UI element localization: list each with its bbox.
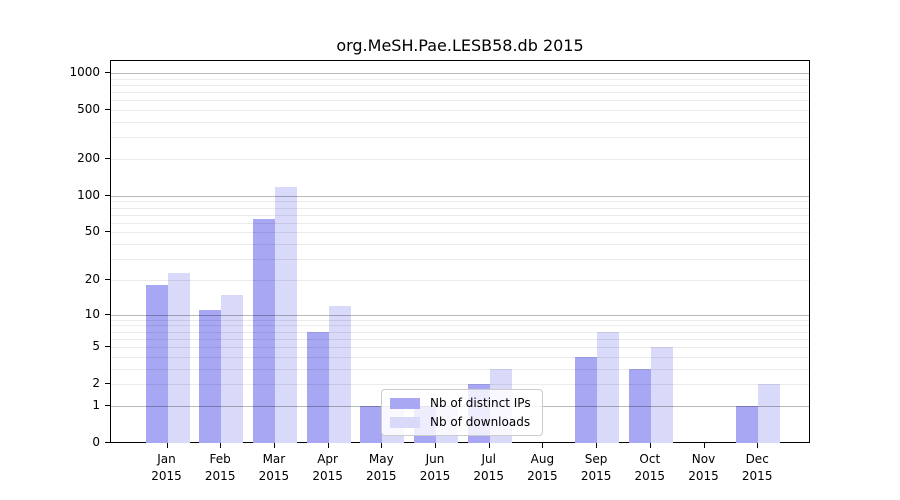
y-tick-label: 20 (84, 271, 100, 286)
bar-downloads (221, 294, 244, 443)
y-tick-mark (105, 383, 110, 385)
legend-swatch-downloads (390, 416, 420, 428)
y-tick-label: 100 (77, 187, 100, 202)
legend: Nb of distinct IPs Nb of downloads (381, 389, 543, 436)
bar-downloads (167, 272, 190, 443)
gridline-major (111, 314, 809, 316)
x-tick-label: Jan 2015 (151, 452, 182, 483)
bar-downloads (758, 384, 781, 443)
x-tick-label: Feb 2015 (204, 452, 236, 483)
bar-downloads (328, 305, 351, 443)
x-tick-mark (703, 443, 705, 448)
x-tick-label: Apr 2015 (312, 452, 343, 483)
bar-distinct-ips (145, 285, 168, 443)
bar-distinct-ips (199, 309, 222, 443)
x-tick-label: Mar 2015 (258, 452, 290, 483)
x-tick-label: Jun 2015 (419, 452, 451, 483)
bar-distinct-ips (306, 331, 329, 443)
gridline-minor (111, 368, 809, 370)
y-tick-label: 200 (77, 151, 100, 165)
x-tick-label: Oct 2015 (634, 452, 666, 483)
bar-distinct-ips (628, 368, 651, 443)
x-tick-label: Nov 2015 (688, 452, 719, 483)
x-tick-label: Dec 2015 (741, 452, 773, 483)
x-tick-label: May 2015 (366, 452, 397, 483)
x-tick-mark (542, 443, 544, 448)
x-tick-label: Sep 2015 (580, 452, 612, 483)
y-tick-mark (105, 346, 110, 348)
gridline-minor (111, 122, 809, 124)
gridline-major (111, 73, 809, 75)
gridline-minor (111, 347, 809, 349)
gridline-minor (111, 232, 809, 234)
y-tick-mark (105, 194, 110, 196)
x-tick-label: Jul 2015 (473, 452, 504, 483)
gridline-minor (111, 207, 809, 209)
x-tick-mark (327, 443, 329, 448)
x-tick-mark (166, 443, 168, 448)
y-tick-label: 50 (84, 224, 100, 239)
bar-downloads (597, 331, 620, 443)
gridline-minor (111, 259, 809, 261)
gridline-minor (111, 319, 809, 321)
gridline-minor (111, 222, 809, 224)
gridline-minor (111, 338, 809, 340)
y-tick-label: 0 (92, 435, 100, 449)
y-tick-label: 10 (84, 306, 100, 321)
y-tick-label: 5 (92, 339, 100, 354)
y-tick-label: 1 (92, 397, 100, 412)
gridline-minor (111, 279, 809, 281)
y-tick-mark (105, 313, 110, 315)
gridline-minor (111, 84, 809, 86)
gridline-major (111, 195, 809, 197)
legend-label-distinct-ips: Nb of distinct IPs (430, 396, 531, 410)
x-tick-mark (596, 443, 598, 448)
legend-item-distinct-ips: Nb of distinct IPs (390, 396, 531, 410)
chart-title: org.MeSH.Pae.LESB58.db 2015 (336, 36, 584, 55)
legend-swatch-distinct-ips (390, 397, 420, 409)
y-tick-mark (105, 442, 110, 443)
y-tick-label: 500 (77, 102, 100, 117)
gridline-minor (111, 356, 809, 358)
plot-area (110, 60, 810, 443)
y-tick-mark (105, 278, 110, 280)
y-tick-mark (105, 404, 110, 406)
bar-downloads (274, 187, 297, 443)
x-tick-mark (488, 443, 490, 448)
gridline-minor (111, 100, 809, 102)
bar-distinct-ips (360, 405, 383, 443)
x-tick-mark (273, 443, 275, 448)
x-tick-mark (381, 443, 383, 448)
bar-distinct-ips (575, 356, 598, 443)
gridline-minor (111, 137, 809, 139)
x-tick-mark (435, 443, 436, 448)
bar-distinct-ips (252, 218, 275, 443)
y-tick-mark (105, 109, 110, 111)
x-tick-mark (220, 443, 222, 448)
y-tick-mark (105, 158, 110, 159)
gridline-minor (111, 201, 809, 203)
bar-downloads (650, 347, 673, 443)
gridline-minor (111, 244, 809, 246)
gridline-minor (111, 78, 809, 80)
gridline-minor (111, 92, 809, 94)
gridline-minor (111, 384, 809, 386)
gridline-minor (111, 214, 809, 216)
gridline-minor (111, 110, 809, 112)
gridline-minor (111, 331, 809, 333)
y-tick-label: 1000 (69, 65, 100, 80)
y-tick-mark (105, 231, 110, 233)
gridline-minor (111, 159, 809, 160)
gridline-minor (111, 325, 809, 327)
y-tick-mark (105, 72, 110, 74)
x-tick-mark (649, 443, 651, 448)
x-tick-label: Aug 2015 (527, 452, 558, 483)
y-tick-label: 2 (92, 376, 100, 391)
legend-label-downloads: Nb of downloads (430, 415, 531, 429)
legend-item-downloads: Nb of downloads (390, 415, 531, 429)
bar-distinct-ips (736, 405, 759, 443)
x-tick-mark (757, 443, 759, 448)
